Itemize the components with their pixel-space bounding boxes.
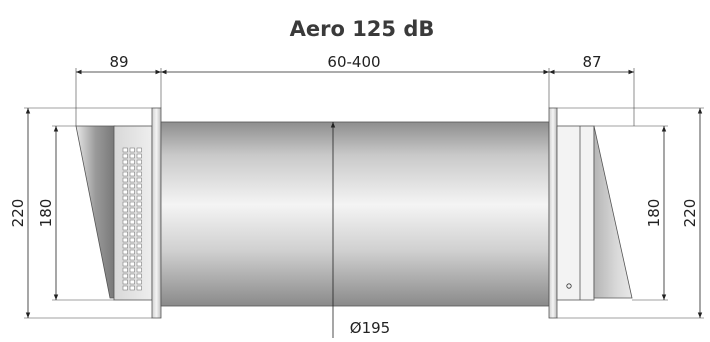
grille-slot bbox=[122, 261, 128, 267]
dim-right-outer-height: 220 bbox=[681, 199, 699, 228]
grille-slot bbox=[136, 213, 142, 219]
grille-slot bbox=[122, 285, 128, 291]
grille-slot bbox=[136, 183, 142, 189]
grille-slot bbox=[129, 189, 135, 195]
grille-slot bbox=[136, 219, 142, 225]
grille-slot bbox=[122, 225, 128, 231]
grille-slot bbox=[122, 273, 128, 279]
dim-left-inner-height: 180 bbox=[37, 199, 55, 228]
dim-right-inner-height: 180 bbox=[645, 199, 663, 228]
grille-slot bbox=[129, 225, 135, 231]
grille-slot bbox=[136, 255, 142, 261]
grille-slot bbox=[136, 171, 142, 177]
grille-slot bbox=[129, 177, 135, 183]
grille-slot bbox=[122, 201, 128, 207]
grille-slots bbox=[122, 147, 142, 291]
pipe-tube bbox=[160, 121, 550, 307]
grille-slot bbox=[122, 255, 128, 261]
grille-slot bbox=[129, 159, 135, 165]
dim-left-depth: 89 bbox=[109, 53, 128, 71]
grille-slot bbox=[129, 207, 135, 213]
dim-center-length: 60-400 bbox=[327, 53, 380, 71]
grille-slot bbox=[122, 249, 128, 255]
grille-slot bbox=[122, 195, 128, 201]
dim-right-depth: 87 bbox=[582, 53, 601, 71]
grille-slot bbox=[122, 147, 128, 153]
grille-slot bbox=[122, 159, 128, 165]
right-housing bbox=[556, 125, 595, 301]
grille-slot bbox=[136, 195, 142, 201]
grille-slot bbox=[129, 171, 135, 177]
grille-slot bbox=[136, 165, 142, 171]
grille-slot bbox=[129, 255, 135, 261]
grille-slot bbox=[122, 231, 128, 237]
grille-slot bbox=[129, 237, 135, 243]
grille-slot bbox=[136, 249, 142, 255]
grille-slot bbox=[129, 147, 135, 153]
grille-slot bbox=[129, 285, 135, 291]
grille-slot bbox=[129, 219, 135, 225]
grille-slot bbox=[122, 243, 128, 249]
grille-slot bbox=[136, 177, 142, 183]
grille-slot bbox=[129, 195, 135, 201]
grille-slot bbox=[129, 267, 135, 273]
grille-slot bbox=[129, 249, 135, 255]
grille-slot bbox=[136, 153, 142, 159]
grille-slot bbox=[136, 207, 142, 213]
grille-slot bbox=[136, 147, 142, 153]
drawing-title: Aero 125 dB bbox=[290, 17, 435, 41]
grille-slot bbox=[136, 279, 142, 285]
grille-slot bbox=[136, 285, 142, 291]
grille-slot bbox=[129, 213, 135, 219]
screw-icon bbox=[566, 283, 572, 289]
grille-slot bbox=[129, 153, 135, 159]
left-flange bbox=[151, 107, 162, 319]
grille-slot bbox=[129, 279, 135, 285]
grille-slot bbox=[136, 189, 142, 195]
grille-slot bbox=[129, 243, 135, 249]
grille-slot bbox=[136, 201, 142, 207]
grille-slot bbox=[122, 267, 128, 273]
right-flange bbox=[548, 107, 558, 319]
grille-slot bbox=[122, 183, 128, 189]
grille-slot bbox=[122, 177, 128, 183]
dim-diameter: Ø195 bbox=[350, 319, 390, 337]
grille-slot bbox=[129, 183, 135, 189]
grille-slot bbox=[129, 201, 135, 207]
grille-slot bbox=[129, 273, 135, 279]
grille-slot bbox=[129, 231, 135, 237]
grille-slot bbox=[136, 159, 142, 165]
grille-slot bbox=[136, 237, 142, 243]
right-hood bbox=[593, 125, 633, 299]
grille-slot bbox=[136, 267, 142, 273]
ventilator-body bbox=[75, 107, 633, 319]
grille-slot bbox=[136, 225, 142, 231]
grille-slot bbox=[136, 231, 142, 237]
dim-left-outer-height: 220 bbox=[9, 199, 27, 228]
left-hood bbox=[75, 125, 116, 299]
grille-slot bbox=[122, 153, 128, 159]
grille-slot bbox=[122, 165, 128, 171]
grille-slot bbox=[136, 243, 142, 249]
grille-slot bbox=[129, 165, 135, 171]
grille-slot bbox=[122, 219, 128, 225]
grille-slot bbox=[122, 189, 128, 195]
grille-slot bbox=[122, 207, 128, 213]
grille-slot bbox=[136, 273, 142, 279]
grille-slot bbox=[129, 261, 135, 267]
grille-slot bbox=[122, 213, 128, 219]
grille-slot bbox=[122, 279, 128, 285]
grille-slot bbox=[122, 171, 128, 177]
grille-slot bbox=[136, 261, 142, 267]
grille-slot bbox=[122, 237, 128, 243]
